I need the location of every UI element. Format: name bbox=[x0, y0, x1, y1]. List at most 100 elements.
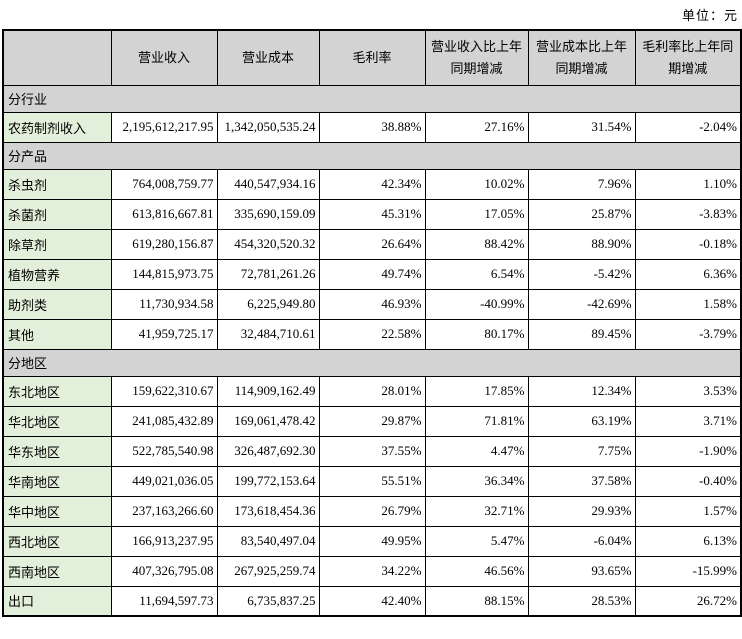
value-cell: 49.95% bbox=[318, 525, 426, 557]
table-row: 杀菌剂 613,816,667.81 335,690,159.09 45.31% 17.… bbox=[2, 198, 742, 230]
value-cell: 88.42% bbox=[424, 228, 529, 260]
table-row: 华中地区 237,163,266.60 173,618,454.36 26.79% 32… bbox=[2, 495, 742, 527]
value-cell: -2.04% bbox=[634, 111, 742, 143]
value-cell: 199,772,153.64 bbox=[216, 465, 320, 497]
value-cell: 22.58% bbox=[318, 318, 426, 350]
table-row: 西北地区 166,913,237.95 83,540,497.04 49.95% 5.4… bbox=[2, 525, 742, 557]
table-body: 分行业 农药制剂收入 2,195,612,217.95 1,342,050,535.2… bbox=[2, 84, 742, 617]
value-cell: 34.22% bbox=[318, 555, 426, 587]
row-label: 出口 bbox=[2, 585, 112, 617]
value-cell: 38.88% bbox=[318, 111, 426, 143]
row-label: 华东地区 bbox=[2, 435, 112, 467]
value-cell: 41,959,725.17 bbox=[110, 318, 218, 350]
value-cell: 55.51% bbox=[318, 465, 426, 497]
value-cell: -42.69% bbox=[527, 288, 636, 320]
value-cell: 46.93% bbox=[318, 288, 426, 320]
header-margin-yoy-change: 毛利率比上年同期增减 bbox=[634, 29, 742, 86]
value-cell: 93.65% bbox=[527, 555, 636, 587]
value-cell: 1.58% bbox=[634, 288, 742, 320]
table-row: 农药制剂收入 2,195,612,217.95 1,342,050,535.24 38… bbox=[2, 111, 742, 143]
header-row: 营业收入 营业成本 毛利率 营业收入比上年同期增减 营业成本比上年同期增减 毛利… bbox=[2, 29, 742, 86]
row-label: 除草剂 bbox=[2, 228, 112, 260]
value-cell: 5.47% bbox=[424, 525, 529, 557]
value-cell: 37.58% bbox=[527, 465, 636, 497]
table-row: 西南地区 407,326,795.08 267,925,259.74 34.22% 46… bbox=[2, 555, 742, 587]
value-cell: 80.17% bbox=[424, 318, 529, 350]
section-header-row: 分产品 bbox=[2, 141, 742, 170]
table-row: 华南地区 449,021,036.05 199,772,153.64 55.51% 36… bbox=[2, 465, 742, 497]
value-cell: 31.54% bbox=[527, 111, 636, 143]
value-cell: 71.81% bbox=[424, 405, 529, 437]
value-cell: 169,061,478.42 bbox=[216, 405, 320, 437]
value-cell: 88.15% bbox=[424, 585, 529, 617]
value-cell: 46.56% bbox=[424, 555, 529, 587]
row-label: 助剂类 bbox=[2, 288, 112, 320]
row-label: 其他 bbox=[2, 318, 112, 350]
value-cell: -5.42% bbox=[527, 258, 636, 290]
value-cell: 45.31% bbox=[318, 198, 426, 230]
value-cell: 6.36% bbox=[634, 258, 742, 290]
value-cell: -6.04% bbox=[527, 525, 636, 557]
value-cell: -0.40% bbox=[634, 465, 742, 497]
value-cell: 613,816,667.81 bbox=[110, 198, 218, 230]
value-cell: 2,195,612,217.95 bbox=[110, 111, 218, 143]
value-cell: 26.72% bbox=[634, 585, 742, 617]
value-cell: 1,342,050,535.24 bbox=[216, 111, 320, 143]
table-row: 除草剂 619,280,156.87 454,320,520.32 26.64% 88.… bbox=[2, 228, 742, 260]
value-cell: 173,618,454.36 bbox=[216, 495, 320, 527]
value-cell: 3.53% bbox=[634, 375, 742, 407]
value-cell: 28.53% bbox=[527, 585, 636, 617]
row-label: 华中地区 bbox=[2, 495, 112, 527]
value-cell: -3.83% bbox=[634, 198, 742, 230]
value-cell: 89.45% bbox=[527, 318, 636, 350]
table-row: 华东地区 522,785,540.98 326,487,692.30 37.55% 4.… bbox=[2, 435, 742, 467]
header-revenue-yoy-change: 营业收入比上年同期增减 bbox=[424, 29, 529, 86]
header-row-label-column bbox=[2, 29, 112, 86]
value-cell: 6,225,949.80 bbox=[216, 288, 320, 320]
value-cell: 241,085,432.89 bbox=[110, 405, 218, 437]
table-header: 营业收入 营业成本 毛利率 营业收入比上年同期增减 营业成本比上年同期增减 毛利… bbox=[2, 29, 742, 86]
value-cell: -40.99% bbox=[424, 288, 529, 320]
value-cell: 159,622,310.67 bbox=[110, 375, 218, 407]
row-label: 华北地区 bbox=[2, 405, 112, 437]
table-row: 华北地区 241,085,432.89 169,061,478.42 29.87% 71… bbox=[2, 405, 742, 437]
value-cell: 7.96% bbox=[527, 168, 636, 200]
header-operating-cost: 营业成本 bbox=[216, 29, 320, 86]
value-cell: 454,320,520.32 bbox=[216, 228, 320, 260]
value-cell: 63.19% bbox=[527, 405, 636, 437]
table-row: 杀虫剂 764,008,759.77 440,547,934.16 42.34% 10.… bbox=[2, 168, 742, 200]
value-cell: 17.05% bbox=[424, 198, 529, 230]
value-cell: 17.85% bbox=[424, 375, 529, 407]
value-cell: 326,487,692.30 bbox=[216, 435, 320, 467]
row-label: 植物营养 bbox=[2, 258, 112, 290]
row-label: 农药制剂收入 bbox=[2, 111, 112, 143]
value-cell: 166,913,237.95 bbox=[110, 525, 218, 557]
value-cell: 11,694,597.73 bbox=[110, 585, 218, 617]
value-cell: 1.10% bbox=[634, 168, 742, 200]
header-gross-margin: 毛利率 bbox=[318, 29, 426, 86]
value-cell: 42.34% bbox=[318, 168, 426, 200]
value-cell: 29.93% bbox=[527, 495, 636, 527]
table-row: 植物营养 144,815,973.75 72,781,261.26 49.74% 6.5… bbox=[2, 258, 742, 290]
section-header-row: 分地区 bbox=[2, 348, 742, 377]
value-cell: 26.64% bbox=[318, 228, 426, 260]
row-label: 杀虫剂 bbox=[2, 168, 112, 200]
unit-label: 单位：元 bbox=[681, 8, 738, 23]
value-cell: 114,909,162.49 bbox=[216, 375, 320, 407]
row-label: 西北地区 bbox=[2, 525, 112, 557]
header-operating-revenue: 营业收入 bbox=[110, 29, 218, 86]
value-cell: 619,280,156.87 bbox=[110, 228, 218, 260]
value-cell: 11,730,934.58 bbox=[110, 288, 218, 320]
table-row: 助剂类 11,730,934.58 6,225,949.80 46.93% -40.99… bbox=[2, 288, 742, 320]
value-cell: 10.02% bbox=[424, 168, 529, 200]
value-cell: 764,008,759.77 bbox=[110, 168, 218, 200]
row-label: 华南地区 bbox=[2, 465, 112, 497]
section-title: 分地区 bbox=[2, 348, 742, 377]
value-cell: 26.79% bbox=[318, 495, 426, 527]
value-cell: 88.90% bbox=[527, 228, 636, 260]
value-cell: 7.75% bbox=[527, 435, 636, 467]
table-row: 东北地区 159,622,310.67 114,909,162.49 28.01% 17… bbox=[2, 375, 742, 407]
value-cell: 49.74% bbox=[318, 258, 426, 290]
value-cell: 6.54% bbox=[424, 258, 529, 290]
value-cell: 6.13% bbox=[634, 525, 742, 557]
